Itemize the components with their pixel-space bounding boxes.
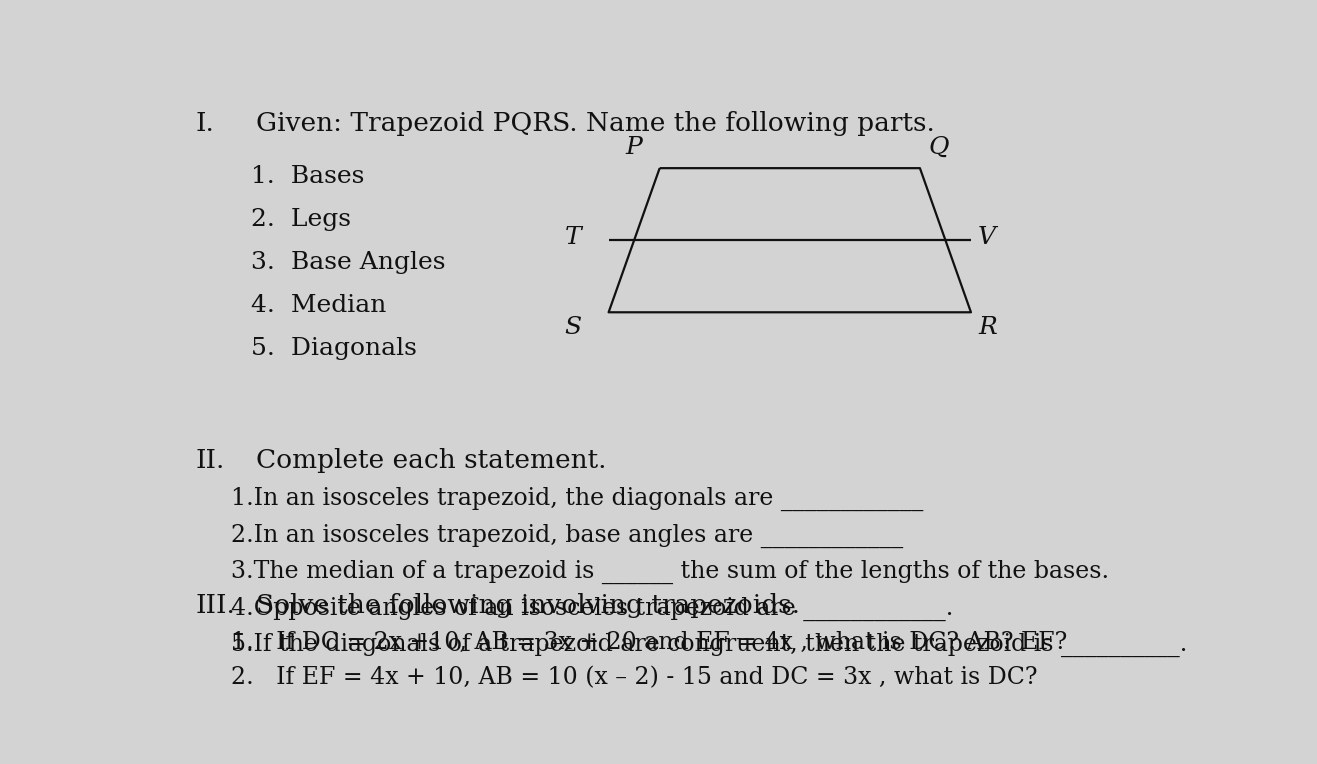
Text: 2.  Legs: 2. Legs — [252, 208, 352, 231]
Text: R: R — [979, 316, 997, 339]
Text: Q: Q — [928, 136, 948, 160]
Text: Given: Trapezoid PQRS. Name the following parts.: Given: Trapezoid PQRS. Name the followin… — [257, 111, 935, 135]
Text: 5.  Diagonals: 5. Diagonals — [252, 337, 417, 360]
Text: 1.   If DC = 2x +10, AB = 3x + 20 and EF = 4x , what is DC? AB? EF?: 1. If DC = 2x +10, AB = 3x + 20 and EF =… — [230, 631, 1067, 654]
Text: S: S — [564, 316, 581, 339]
Text: V: V — [979, 226, 996, 249]
Text: T: T — [565, 226, 581, 249]
Text: 2.   If EF = 4x + 10, AB = 10 (x – 2) - 15 and DC = 3x , what is DC?: 2. If EF = 4x + 10, AB = 10 (x – 2) - 15… — [230, 666, 1038, 689]
Text: 1.In an isosceles trapezoid, the diagonals are ____________: 1.In an isosceles trapezoid, the diagona… — [230, 487, 923, 511]
Text: 2.In an isosceles trapezoid, base angles are ____________: 2.In an isosceles trapezoid, base angles… — [230, 523, 903, 548]
Text: 3.The median of a trapezoid is ______ the sum of the lengths of the bases.: 3.The median of a trapezoid is ______ th… — [230, 560, 1109, 584]
Text: I.: I. — [195, 111, 215, 135]
Text: 5.If the diagonals of a trapezoid are congruent, then the trapezoid is _________: 5.If the diagonals of a trapezoid are co… — [230, 633, 1188, 657]
Text: II.: II. — [195, 448, 225, 473]
Text: Solve the following involving trapezoids.: Solve the following involving trapezoids… — [257, 593, 801, 618]
Text: 4.  Median: 4. Median — [252, 294, 387, 317]
Text: P: P — [626, 136, 643, 160]
Text: 1.  Bases: 1. Bases — [252, 165, 365, 188]
Text: III.: III. — [195, 593, 236, 618]
Text: 3.  Base Angles: 3. Base Angles — [252, 251, 446, 274]
Text: Complete each statement.: Complete each statement. — [257, 448, 607, 473]
Text: 4.Opposite angles of an isosceles trapezoid are ____________.: 4.Opposite angles of an isosceles trapez… — [230, 597, 954, 620]
